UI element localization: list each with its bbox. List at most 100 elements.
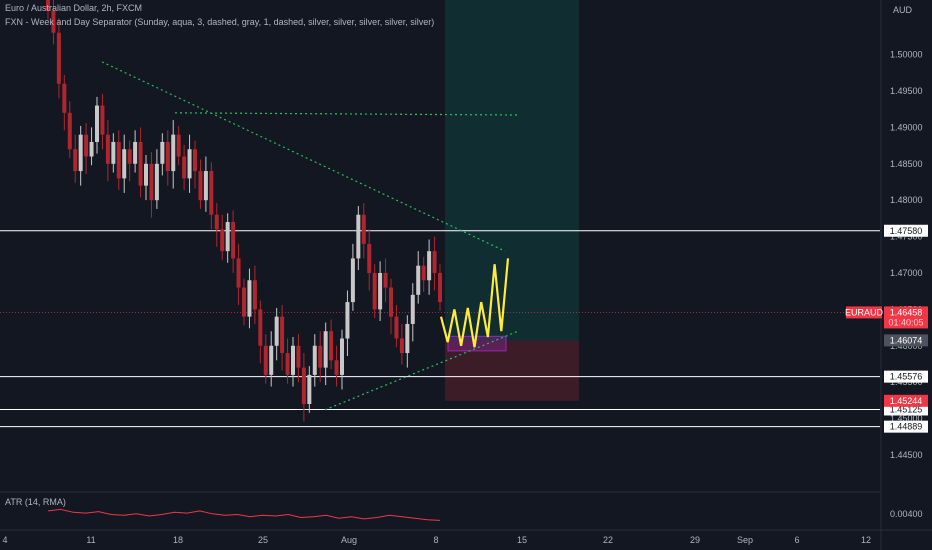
x-tick-label: 29 — [690, 535, 700, 545]
candle-body — [160, 141, 165, 164]
x-tick-label: 4 — [2, 535, 7, 545]
y-tick-label: 1.48500 — [890, 159, 923, 169]
candle-body — [209, 171, 214, 215]
candle-body — [329, 331, 334, 361]
profit-zone — [445, 0, 579, 341]
level-price-tag: 1.45125 — [890, 404, 923, 414]
candle-body — [307, 374, 312, 405]
x-tick-label: Sep — [737, 535, 753, 545]
candle-body — [312, 345, 317, 375]
candle-body — [410, 294, 415, 324]
indicator-label: FXN - Week and Day Separator (Sunday, aq… — [5, 17, 435, 27]
candle-body — [73, 149, 78, 172]
candle-body — [171, 134, 176, 172]
x-tick-label: 15 — [517, 535, 527, 545]
x-tick-label: 8 — [433, 535, 438, 545]
atr-label: ATR (14, RMA) — [5, 497, 66, 507]
y-tick-label: 1.47000 — [890, 268, 923, 278]
candle-body — [416, 265, 421, 295]
candle-body — [154, 163, 159, 201]
candle-body — [378, 272, 383, 310]
candle-body — [111, 141, 116, 164]
candle-body — [127, 149, 132, 164]
x-tick-label: 18 — [173, 535, 183, 545]
candle-body — [389, 287, 393, 317]
candle-body — [345, 302, 350, 339]
candle-body — [285, 353, 290, 375]
candle-body — [340, 338, 344, 375]
candle-body — [144, 163, 148, 186]
candle-body — [432, 251, 437, 273]
level-price-tag: 1.44889 — [890, 422, 923, 432]
candle-body — [138, 141, 143, 186]
candle-body — [236, 258, 241, 288]
candle-body — [350, 258, 355, 303]
position-price-tag: 1.46074 — [890, 335, 923, 345]
x-tick-label: 25 — [258, 535, 268, 545]
symbol-tag-bg — [846, 306, 882, 319]
countdown-tag: 01:40:05 — [888, 317, 923, 327]
candle-body — [89, 141, 94, 157]
candle-body — [438, 272, 442, 303]
candle-body — [247, 280, 252, 317]
x-tick-label: 22 — [603, 535, 613, 545]
candle-body — [405, 323, 410, 354]
candle-body — [116, 141, 121, 179]
candle-body — [356, 214, 361, 259]
currency-label: AUD — [893, 5, 913, 15]
y-tick-label: 1.49500 — [890, 86, 923, 96]
symbol-tag: EURAUD — [845, 307, 884, 317]
candle-body — [225, 222, 230, 252]
candle-body — [203, 171, 208, 201]
candle-body — [78, 134, 83, 172]
upper-trend-line — [101, 61, 506, 252]
atr-value-label: 0.00400 — [890, 509, 923, 519]
y-tick-label: 1.49000 — [890, 122, 923, 132]
x-tick-label: Aug — [341, 535, 357, 545]
candle-body — [105, 134, 110, 164]
position-price-tag-bg — [884, 394, 928, 407]
candle-body — [263, 345, 268, 375]
candle-body — [252, 280, 257, 310]
level-price-tag-bg — [884, 420, 928, 433]
candle-body — [193, 149, 197, 172]
candle-body — [269, 345, 274, 375]
candle-body — [176, 134, 181, 157]
candle-body — [274, 316, 279, 346]
candle-body — [214, 214, 219, 230]
candle-body — [149, 163, 154, 201]
y-tick-label: 1.44500 — [890, 450, 923, 460]
candle-body — [258, 309, 263, 346]
x-tick-label: 11 — [86, 535, 95, 545]
x-tick-label: 12 — [861, 535, 871, 545]
candle-body — [51, 10, 56, 33]
candle-body — [318, 345, 323, 368]
candle-body — [56, 32, 61, 84]
position-price-tag-bg — [884, 334, 928, 347]
candle-body — [394, 316, 399, 339]
candle-body — [198, 171, 203, 201]
level-price-tag: 1.45576 — [890, 372, 923, 382]
candle-body — [383, 272, 388, 288]
candle-body — [165, 141, 170, 172]
candle-body — [182, 156, 187, 179]
candle-body — [280, 316, 285, 354]
last-price-tag: 1.46458 — [890, 307, 923, 317]
resistance-line — [174, 112, 519, 116]
level-price-tag: 1.47580 — [890, 226, 923, 236]
projection-path — [439, 258, 510, 348]
candle-body — [367, 243, 372, 273]
candle-body — [334, 360, 339, 375]
candle-body — [84, 134, 89, 157]
chart-title: Euro / Australian Dollar, 2h, FXCM — [5, 3, 143, 13]
candle-body — [46, 0, 50, 11]
candle-body — [323, 331, 328, 368]
candle-body — [361, 214, 366, 244]
candle-body — [95, 105, 99, 142]
candle-body — [291, 345, 295, 375]
y-tick-label: 1.48000 — [890, 195, 923, 205]
candle-body — [372, 272, 377, 310]
atr-line — [47, 508, 441, 521]
